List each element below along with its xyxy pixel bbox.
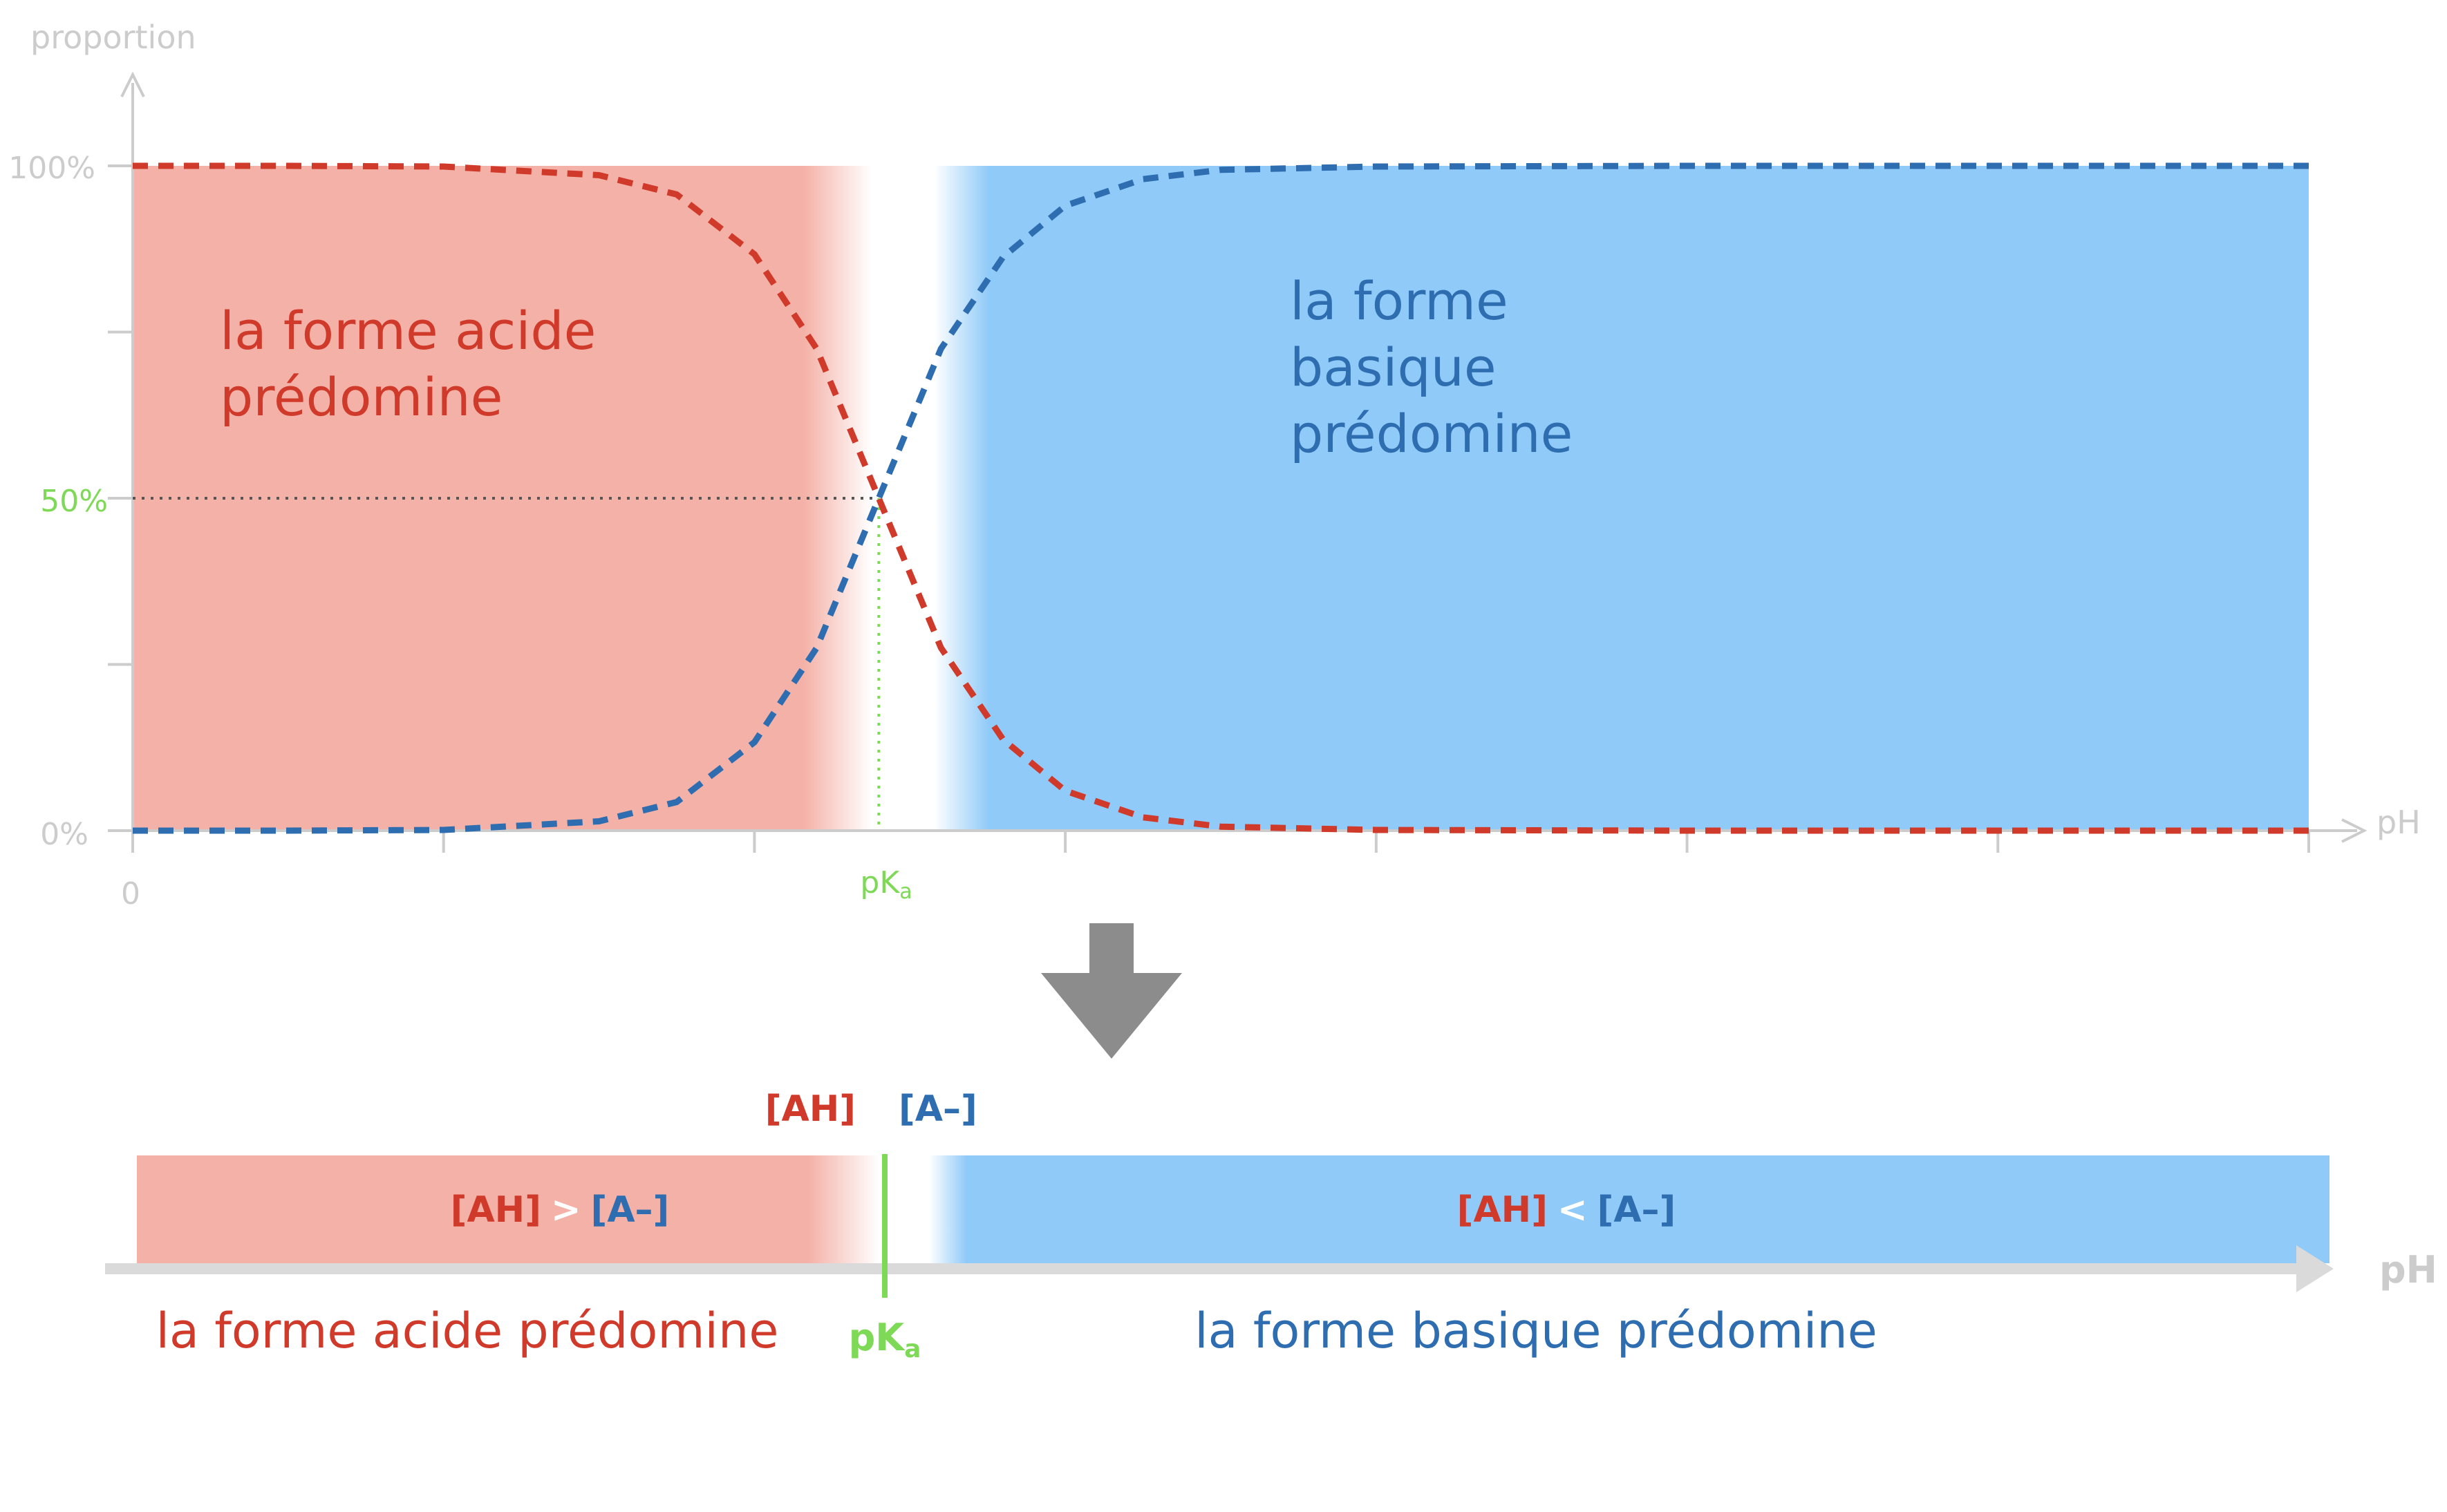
x-axis-arrow-icon: [2341, 818, 2368, 843]
scale-pka-label: pKa: [849, 1316, 921, 1363]
y-axis: [108, 71, 145, 832]
base-region-label-line-1: la forme: [1290, 270, 1508, 332]
predominance-scale: [AH] [A–] pH pKa [AH] > [A–] [AH] < [A–] la …: [105, 1088, 2437, 1363]
x-axis: [131, 818, 2368, 853]
x-origin-label: 0: [121, 876, 140, 911]
acid-region-label: la forme acide prédomine: [220, 300, 613, 428]
scale-base-label: la forme basique prédomine: [1194, 1303, 1877, 1359]
scale-a-heading: [A–]: [899, 1088, 977, 1130]
x-axis-label: pH: [2376, 804, 2421, 841]
acid-comparison-a: [A–]: [591, 1189, 670, 1231]
acid-comparison: [AH] > [A–]: [451, 1189, 670, 1231]
base-comparison: [AH] < [A–]: [1457, 1189, 1676, 1231]
scale-pka-label-main: pK: [849, 1316, 906, 1359]
distribution-chart: proportion pH 100% 50% 0% 0 pKa la forme…: [8, 19, 2421, 911]
predominance-background: [133, 166, 2309, 831]
base-region-label-line-2: basique: [1290, 337, 1497, 398]
y-axis-label: proportion: [30, 19, 196, 56]
base-comparison-lt: <: [1557, 1189, 1588, 1231]
acid-comparison-ah: [AH]: [451, 1189, 541, 1231]
scale-axis-arrow-icon: [2296, 1245, 2334, 1292]
acid-region-label-line-2: prédomine: [220, 366, 503, 428]
scale-axis-label: pH: [2379, 1248, 2437, 1292]
acid-region-label-line-1: la forme acide: [220, 300, 596, 361]
base-region-label: la forme basique prédomine: [1290, 270, 1573, 464]
base-comparison-a: [A–]: [1597, 1189, 1676, 1231]
series-line-base: [133, 162, 2309, 834]
scale-pka-label-sub: a: [904, 1335, 921, 1363]
y-tick-label-0: 0%: [40, 817, 88, 852]
pka-tick-label-main: pK: [860, 865, 900, 900]
y-tick-label-100: 100%: [8, 151, 95, 186]
pka-tick-label: pKa: [860, 865, 912, 904]
base-region-label-line-3: prédomine: [1290, 403, 1573, 464]
scale-band: [137, 1155, 2329, 1263]
down-arrow-icon: [1041, 923, 1182, 1059]
pka-tick-label-sub: a: [899, 880, 912, 904]
scale-ah-heading: [AH]: [765, 1088, 856, 1130]
acid-comparison-gt: >: [551, 1189, 581, 1231]
y-tick-label-50: 50%: [40, 484, 108, 519]
y-axis-arrow-icon: [120, 71, 145, 97]
base-comparison-ah: [AH]: [1457, 1189, 1548, 1231]
scale-acid-label: la forme acide prédomine: [156, 1303, 779, 1359]
series-line-acid: [133, 162, 2309, 834]
